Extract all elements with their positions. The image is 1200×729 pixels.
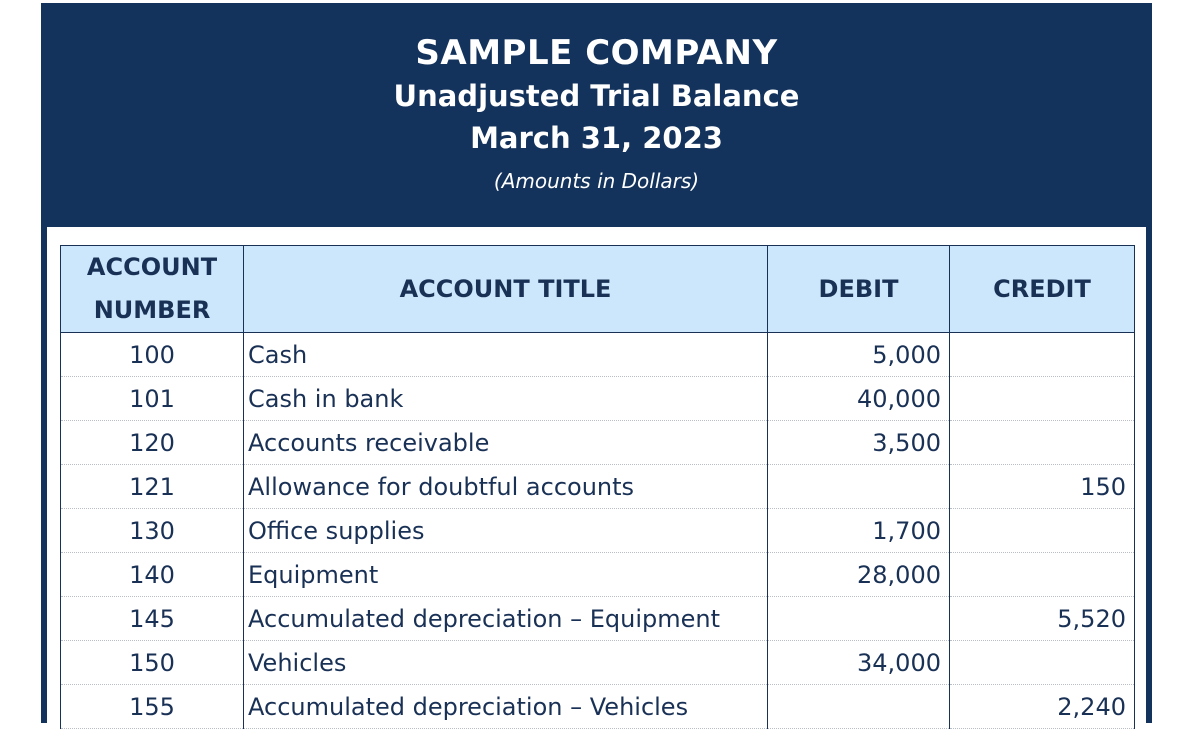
account-number-cell: 100	[60, 332, 244, 377]
account-number-cell: 101	[60, 376, 244, 421]
table-row: 140 Equipment 28,000	[60, 552, 1135, 597]
account-number-cell: 140	[60, 552, 244, 597]
credit-cell: 5,520	[949, 596, 1135, 641]
table-row: 150 Vehicles 34,000	[60, 640, 1135, 685]
credit-cell	[949, 640, 1135, 685]
document-frame: SAMPLE COMPANY Unadjusted Trial Balance …	[41, 3, 1152, 729]
trial-balance-table: ACCOUNT NUMBER ACCOUNT TITLE DEBIT CREDIT…	[60, 245, 1135, 729]
debit-cell: 3,500	[767, 420, 950, 465]
credit-cell: 2,240	[949, 684, 1135, 729]
debit-cell	[767, 684, 950, 729]
account-title-cell: Accounts receivable	[243, 420, 768, 465]
account-number-cell: 121	[60, 464, 244, 509]
debit-cell	[767, 596, 950, 641]
table-header-row: ACCOUNT NUMBER ACCOUNT TITLE DEBIT CREDIT	[60, 245, 1135, 333]
credit-cell	[949, 508, 1135, 553]
account-number-cell: 130	[60, 508, 244, 553]
column-header-debit: DEBIT	[767, 245, 950, 333]
column-header-account-title: ACCOUNT TITLE	[243, 245, 768, 333]
account-title-cell: Cash	[243, 332, 768, 377]
debit-cell: 28,000	[767, 552, 950, 597]
amounts-note: (Amounts in Dollars)	[493, 169, 700, 193]
table-row: 101 Cash in bank 40,000	[60, 376, 1135, 421]
column-header-credit: CREDIT	[949, 245, 1135, 333]
header-text: ACCOUNT	[86, 253, 218, 281]
account-title-cell: Vehicles	[243, 640, 768, 685]
account-number-cell: 120	[60, 420, 244, 465]
credit-cell	[949, 552, 1135, 597]
credit-cell	[949, 420, 1135, 465]
account-title-cell: Accumulated depreciation – Vehicles	[243, 684, 768, 729]
table-row: 130 Office supplies 1,700	[60, 508, 1135, 553]
report-header: SAMPLE COMPANY Unadjusted Trial Balance …	[41, 3, 1152, 227]
table-row: 100 Cash 5,000	[60, 332, 1135, 377]
debit-cell: 1,700	[767, 508, 950, 553]
credit-cell	[949, 332, 1135, 377]
debit-cell: 5,000	[767, 332, 950, 377]
table-row: 120 Accounts receivable 3,500	[60, 420, 1135, 465]
debit-cell: 40,000	[767, 376, 950, 421]
debit-cell	[767, 464, 950, 509]
account-title-cell: Accumulated depreciation – Equipment	[243, 596, 768, 641]
credit-cell	[949, 376, 1135, 421]
credit-cell: 150	[949, 464, 1135, 509]
account-title-cell: Allowance for doubtful accounts	[243, 464, 768, 509]
column-header-account-number: ACCOUNT NUMBER	[60, 245, 244, 333]
report-date: March 31, 2023	[470, 121, 723, 155]
table-row: 145 Accumulated depreciation – Equipment 5…	[60, 596, 1135, 641]
table-area: ACCOUNT NUMBER ACCOUNT TITLE DEBIT CREDIT…	[47, 227, 1146, 729]
account-title-cell: Cash in bank	[243, 376, 768, 421]
account-number-cell: 150	[60, 640, 244, 685]
debit-cell: 34,000	[767, 640, 950, 685]
account-title-cell: Office supplies	[243, 508, 768, 553]
header-text: NUMBER	[93, 296, 211, 324]
company-name: SAMPLE COMPANY	[415, 33, 778, 73]
table-row: 121 Allowance for doubtful accounts 150	[60, 464, 1135, 509]
report-title: Unadjusted Trial Balance	[393, 79, 800, 113]
account-number-cell: 145	[60, 596, 244, 641]
account-number-cell: 155	[60, 684, 244, 729]
account-title-cell: Equipment	[243, 552, 768, 597]
table-row: 155 Accumulated depreciation – Vehicles 2,…	[60, 684, 1135, 729]
